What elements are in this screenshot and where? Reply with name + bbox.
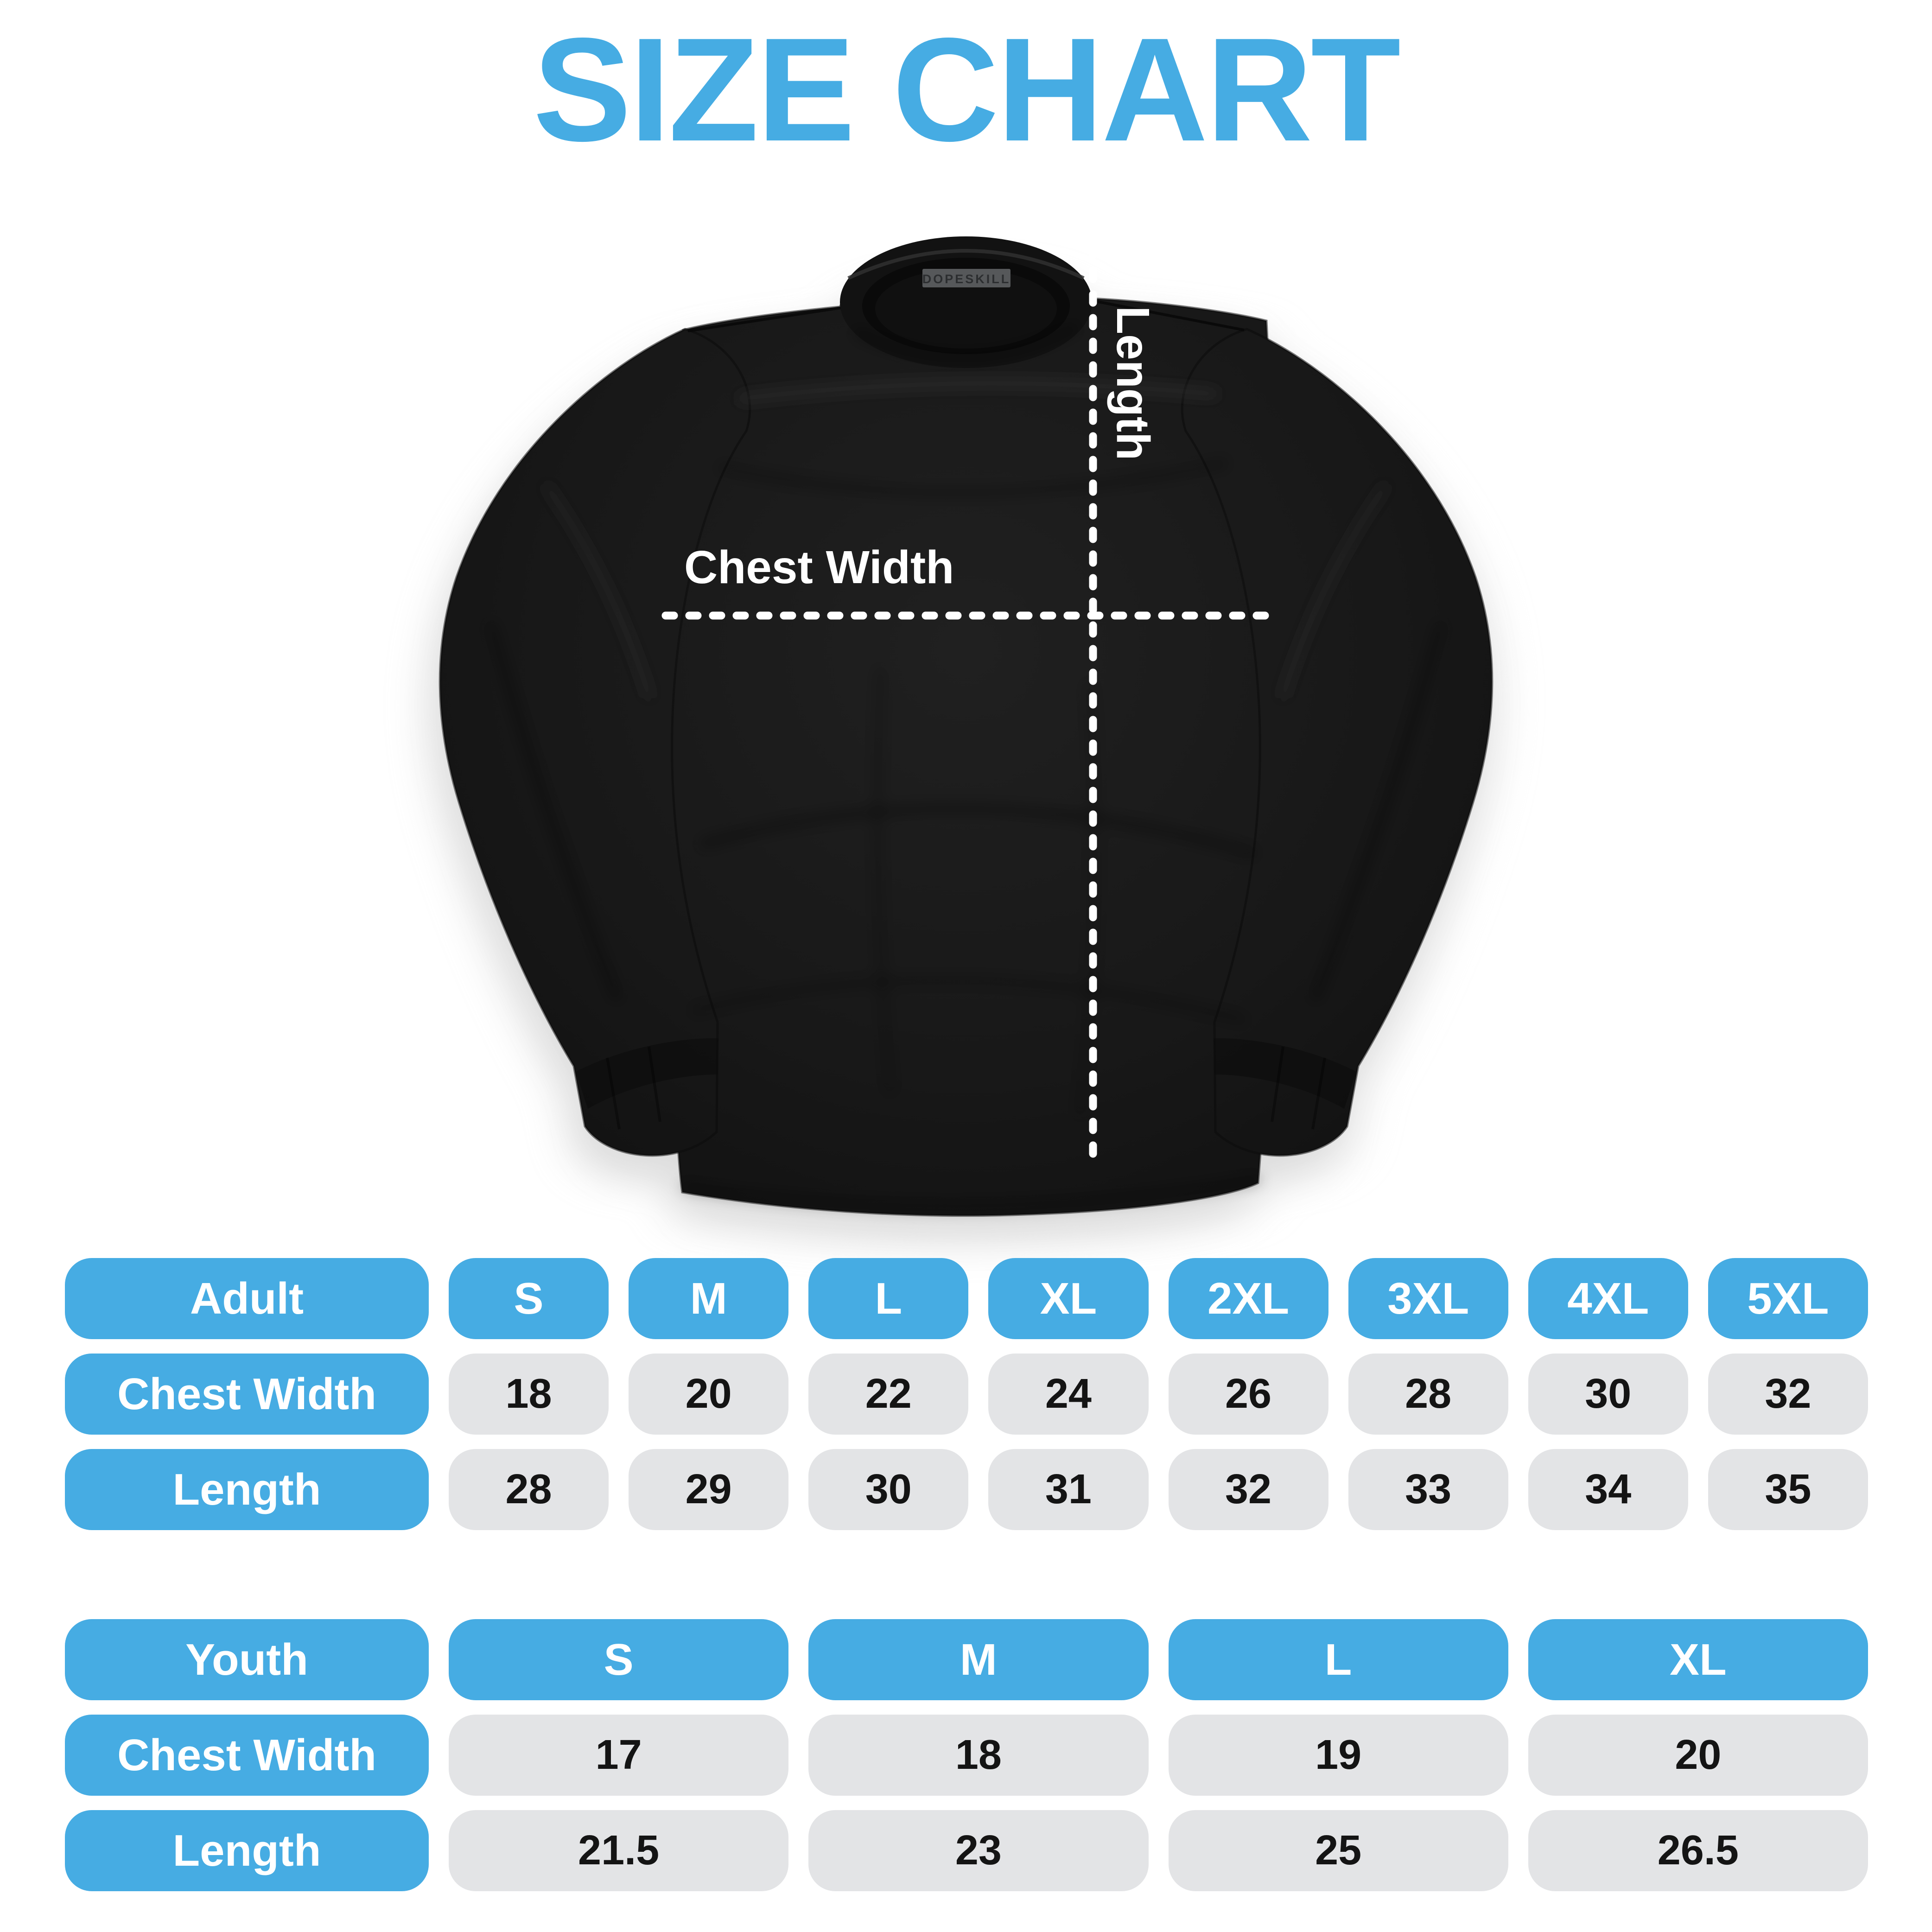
adult-length-l: 30 <box>808 1449 969 1530</box>
adult-size-header-5xl: 5XL <box>1708 1258 1868 1339</box>
youth-size-header-s: S <box>449 1619 789 1700</box>
shirt-collar: DOPESKILL <box>840 236 1092 368</box>
youth-length-xl: 26.5 <box>1528 1810 1868 1891</box>
chest-width-label: Chest Width <box>684 541 954 593</box>
adult-length-4xl: 34 <box>1528 1449 1688 1530</box>
youth-chest-width-xl: 20 <box>1528 1715 1868 1796</box>
youth-size-header-xl: XL <box>1528 1619 1868 1700</box>
adult-length-2xl: 32 <box>1168 1449 1328 1530</box>
adult-size-header-s: S <box>449 1258 609 1339</box>
adult-size-header-2xl: 2XL <box>1168 1258 1328 1339</box>
shirt-cuffs <box>576 1038 1356 1130</box>
adult-length-3xl: 33 <box>1348 1449 1508 1530</box>
youth-chest-width-s: 17 <box>449 1715 789 1796</box>
adult-chest-width-xl: 24 <box>988 1354 1149 1435</box>
youth-length-l: 25 <box>1168 1810 1508 1891</box>
adult-size-header-m: M <box>629 1258 789 1339</box>
adult-length-row-label: Length <box>65 1449 429 1530</box>
adult-size-header-4xl: 4XL <box>1528 1258 1688 1339</box>
youth-group-header: Youth <box>65 1619 429 1700</box>
neck-tag-brand: DOPESKILL <box>922 272 1011 286</box>
adult-length-xl: 31 <box>988 1449 1149 1530</box>
adult-length-5xl: 35 <box>1708 1449 1868 1530</box>
adult-size-header-3xl: 3XL <box>1348 1258 1508 1339</box>
adult-chest-width-l: 22 <box>808 1354 969 1435</box>
adult-size-header-l: L <box>808 1258 969 1339</box>
adult-chest-width-s: 18 <box>449 1354 609 1435</box>
youth-size-header-l: L <box>1168 1619 1508 1700</box>
adult-size-table: Adult S M L XL 2XL 3XL 4XL 5XL Chest Wid… <box>65 1258 1868 1530</box>
adult-chest-width-row-label: Chest Width <box>65 1354 429 1435</box>
youth-length-m: 23 <box>808 1810 1149 1891</box>
youth-length-row-label: Length <box>65 1810 429 1891</box>
youth-size-table: Youth S M L XL Chest Width 17 18 19 20 L… <box>65 1619 1868 1891</box>
adult-length-s: 28 <box>449 1449 609 1530</box>
adult-chest-width-4xl: 30 <box>1528 1354 1688 1435</box>
neck-tag <box>922 269 1010 287</box>
adult-chest-width-5xl: 32 <box>1708 1354 1868 1435</box>
youth-length-s: 21.5 <box>449 1810 789 1891</box>
youth-chest-width-l: 19 <box>1168 1715 1508 1796</box>
youth-size-header-m: M <box>808 1619 1149 1700</box>
shirt-wrinkles <box>487 380 1445 1210</box>
youth-chest-width-m: 18 <box>808 1715 1149 1796</box>
adult-chest-width-2xl: 26 <box>1168 1354 1328 1435</box>
adult-chest-width-m: 20 <box>629 1354 789 1435</box>
adult-chest-width-3xl: 28 <box>1348 1354 1508 1435</box>
adult-length-m: 29 <box>629 1449 789 1530</box>
shoulder-seams <box>687 299 1245 332</box>
page-title: SIZE CHART <box>533 7 1401 172</box>
adult-group-header: Adult <box>65 1258 429 1339</box>
length-label: Length <box>1107 306 1159 460</box>
youth-chest-width-row-label: Chest Width <box>65 1715 429 1796</box>
adult-size-header-xl: XL <box>988 1258 1149 1339</box>
